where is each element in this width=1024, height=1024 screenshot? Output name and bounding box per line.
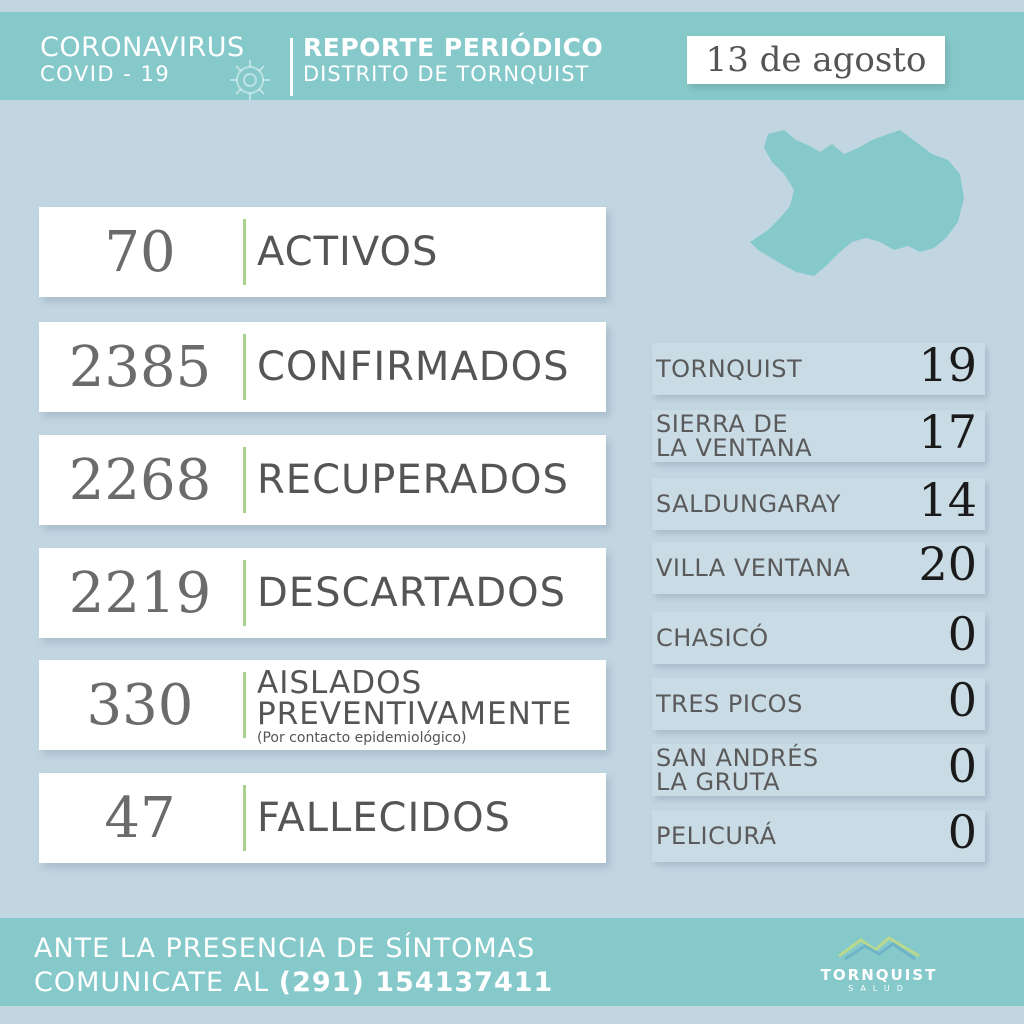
stat-divider	[243, 447, 246, 513]
locality-value: 14	[918, 473, 977, 527]
stat-value-confirmados: 2385	[68, 334, 212, 400]
header-subtitle-distrito: DISTRITO DE TORNQUIST	[303, 62, 590, 86]
footer-line2: COMUNICATE AL (291) 154137411	[34, 966, 553, 1000]
locality-name: TRES PICOS	[656, 690, 803, 718]
stat-value-descartados: 2219	[68, 560, 212, 626]
locality-value: 0	[947, 739, 977, 793]
stat-divider	[243, 219, 246, 285]
locality-row-chasico: CHASICÓ 0	[652, 607, 985, 664]
stat-divider	[243, 560, 246, 626]
stat-label-fallecidos: FALLECIDOS	[257, 795, 511, 841]
locality-value: 20	[918, 537, 977, 591]
locality-row-villa-ventana: VILLA VENTANA 20	[652, 537, 985, 594]
phone-number: (291) 154137411	[278, 967, 554, 998]
stat-label-aislados-line2: PREVENTIVAMENTE	[257, 696, 573, 732]
stat-value-aislados: 330	[86, 672, 194, 738]
locality-row-sierra-de-la-ventana: SIERRA DE LA VENTANA 17	[652, 405, 985, 462]
stat-box-recuperados: 2268 RECUPERADOS	[39, 435, 606, 525]
stat-note-aislados: (Por contacto epidemiológico)	[257, 730, 467, 746]
locality-row-saldungaray: SALDUNGARAY 14	[652, 473, 985, 530]
virus-icon	[230, 60, 270, 100]
locality-name: SALDUNGARAY	[656, 490, 841, 518]
locality-value: 17	[918, 405, 977, 459]
stat-divider	[243, 672, 246, 738]
date-label: 13 de agosto	[687, 36, 945, 84]
locality-name: PELICURÁ	[656, 822, 777, 850]
footer-message: ANTE LA PRESENCIA DE SÍNTOMAS COMUNICATE…	[34, 932, 553, 1000]
locality-name-line2: LA GRUTA	[656, 768, 781, 796]
locality-row-san-andres-la-gruta: SAN ANDRÉS LA GRUTA 0	[652, 739, 985, 796]
header-title-reporte: REPORTE PERIÓDICO	[303, 33, 604, 62]
brand-subtitle: SALUD	[848, 984, 910, 993]
header-title-coronavirus: CORONAVIRUS	[40, 32, 245, 63]
stat-divider	[243, 785, 246, 851]
stat-divider	[243, 334, 246, 400]
header-left: CORONAVIRUS COVID - 19	[40, 32, 245, 87]
stat-box-fallecidos: 47 FALLECIDOS	[39, 773, 606, 863]
stat-label-confirmados: CONFIRMADOS	[257, 344, 570, 390]
locality-name: SAN ANDRÉS LA GRUTA	[656, 744, 911, 796]
locality-value: 19	[918, 338, 977, 392]
brand-name: TORNQUIST	[820, 966, 938, 984]
footer-band: ANTE LA PRESENCIA DE SÍNTOMAS COMUNICATE…	[0, 918, 1024, 1006]
stat-label-activos: ACTIVOS	[257, 229, 439, 275]
locality-value: 0	[947, 805, 977, 859]
header-right: REPORTE PERIÓDICO DISTRITO DE TORNQUIST	[303, 33, 604, 87]
footer-line2-prefix: COMUNICATE AL	[34, 967, 270, 998]
locality-name: TORNQUIST	[656, 355, 803, 383]
stat-value-fallecidos: 47	[104, 785, 176, 851]
locality-row-pelicura: PELICURÁ 0	[652, 805, 985, 862]
header-subtitle-covid: COVID - 19	[40, 62, 171, 86]
stat-value-recuperados: 2268	[68, 447, 212, 513]
locality-value: 0	[947, 673, 977, 727]
stat-box-descartados: 2219 DESCARTADOS	[39, 548, 606, 638]
stat-label-descartados: DESCARTADOS	[257, 570, 567, 616]
locality-name-line1: SAN ANDRÉS	[656, 744, 819, 772]
locality-name-line2: LA VENTANA	[656, 434, 813, 462]
locality-name: CHASICÓ	[656, 624, 769, 652]
locality-name-line1: SIERRA DE	[656, 410, 789, 438]
mountains-logo-icon	[838, 936, 920, 961]
stat-box-aislados: 330 AISLADOS PREVENTIVAMENTE (Por contac…	[39, 660, 606, 750]
locality-row-tornquist: TORNQUIST 19	[652, 338, 985, 395]
locality-row-tres-picos: TRES PICOS 0	[652, 673, 985, 730]
stat-label-aislados-line1: AISLADOS	[257, 665, 423, 701]
stat-label-aislados: AISLADOS PREVENTIVAMENTE (Por contacto e…	[257, 665, 573, 747]
stat-box-activos: 70 ACTIVOS	[39, 207, 606, 297]
stat-box-confirmados: 2385 CONFIRMADOS	[39, 322, 606, 412]
header-separator	[290, 38, 293, 96]
district-map-icon	[750, 130, 964, 276]
locality-name: VILLA VENTANA	[656, 554, 851, 582]
stat-label-recuperados: RECUPERADOS	[257, 457, 569, 503]
locality-value: 0	[947, 607, 977, 661]
brand-logo: TORNQUIST SALUD	[816, 934, 942, 993]
stat-value-activos: 70	[104, 219, 176, 285]
footer-line1: ANTE LA PRESENCIA DE SÍNTOMAS	[34, 933, 536, 964]
locality-name: SIERRA DE LA VENTANA	[656, 410, 911, 462]
